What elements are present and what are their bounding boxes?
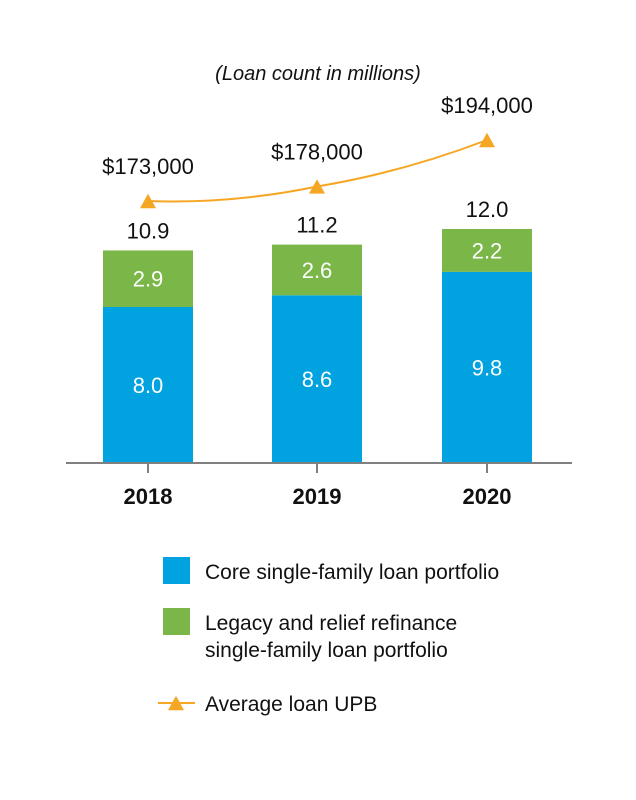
legend-label: Core single-family loan portfolio bbox=[205, 561, 499, 584]
legend-item-1: Core single-family loan portfolio bbox=[163, 557, 499, 584]
label-legacy-2019: 2.6 bbox=[302, 258, 333, 283]
legend-swatch bbox=[163, 608, 190, 635]
bar-legacy-2018 bbox=[103, 250, 193, 307]
label-core-2020: 9.8 bbox=[472, 355, 503, 380]
label-legacy-2020: 2.2 bbox=[472, 238, 503, 263]
legend-triangle-icon bbox=[168, 695, 184, 711]
upb-point-2020 bbox=[479, 132, 495, 148]
bar-core-2020 bbox=[442, 271, 532, 463]
x-axis: 2018 2019 2020 bbox=[66, 462, 572, 509]
chart-subtitle: (Loan count in millions) bbox=[215, 63, 421, 85]
legend-label: Average loan UPB bbox=[205, 693, 377, 716]
label-legacy-2018: 2.9 bbox=[133, 267, 164, 292]
bar-legacy-2020 bbox=[442, 229, 532, 272]
x-tick-label-2018: 2018 bbox=[124, 484, 173, 509]
legend: Core single-family loan portfolio Legacy … bbox=[158, 557, 499, 716]
legend-swatch bbox=[163, 557, 190, 584]
bar-core-2019 bbox=[272, 295, 362, 463]
upb-point-2019 bbox=[309, 179, 325, 194]
label-total-2019: 11.2 bbox=[296, 213, 337, 238]
upb-line-layer: $173,000 $178,000 $194,000 bbox=[102, 93, 533, 209]
upb-label-2019: $178,000 bbox=[271, 139, 363, 164]
label-total-2018: 10.9 bbox=[127, 218, 170, 243]
upb-point-2018 bbox=[140, 193, 156, 209]
bar-core-2018 bbox=[103, 307, 193, 463]
x-tick-label-2019: 2019 bbox=[293, 484, 342, 509]
bar-legacy-2019 bbox=[272, 244, 362, 296]
legend-item-2: Legacy and relief refinance single-family… bbox=[163, 608, 457, 662]
label-core-2018: 8.0 bbox=[133, 373, 164, 398]
label-core-2019: 8.6 bbox=[302, 367, 333, 392]
upb-label-2020: $194,000 bbox=[441, 93, 533, 118]
legend-item-3: Average loan UPB bbox=[158, 693, 377, 716]
upb-label-2018: $173,000 bbox=[102, 154, 194, 179]
bars-layer: 8.0 2.9 10.9 8.6 2.6 11.2 9.8 2.2 12.0 bbox=[103, 197, 532, 463]
label-total-2020: 12.0 bbox=[466, 197, 509, 222]
legend-label: single-family loan portfolio bbox=[205, 639, 448, 662]
x-tick-label-2020: 2020 bbox=[463, 484, 512, 509]
legend-label: Legacy and relief refinance bbox=[205, 612, 457, 635]
